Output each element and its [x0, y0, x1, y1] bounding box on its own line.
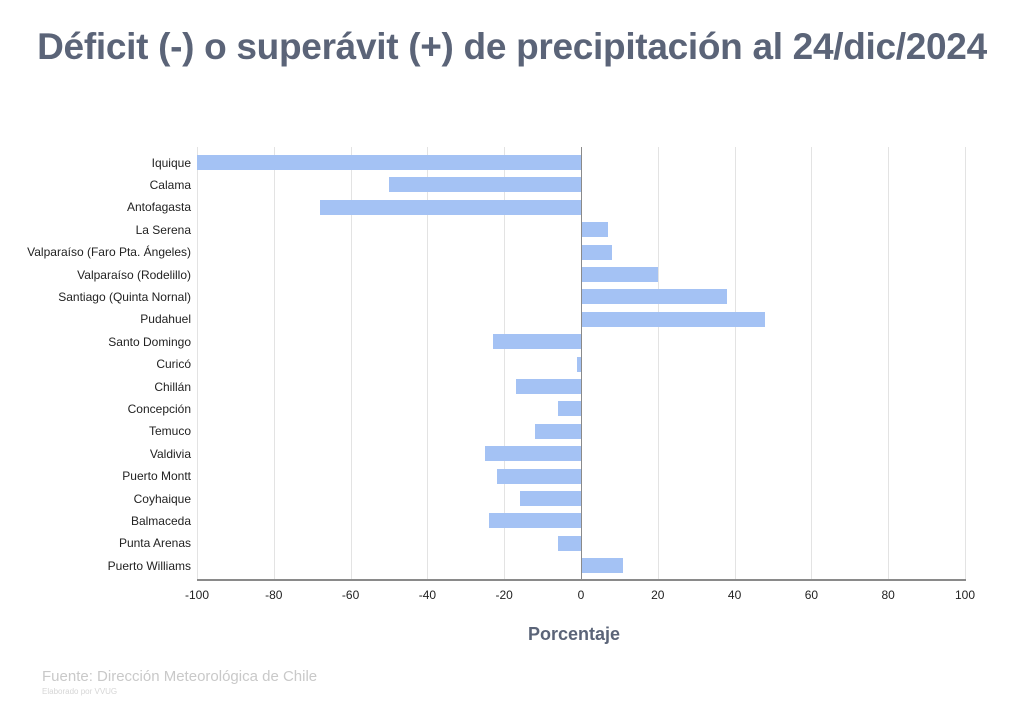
gridline — [811, 147, 813, 580]
x-axis-title: Porcentaje — [527, 624, 621, 644]
gridline — [504, 147, 506, 580]
bar — [557, 535, 581, 551]
x-tick-label: -100 — [184, 588, 210, 602]
bar — [581, 558, 624, 574]
category-label: Curicó — [156, 357, 191, 372]
category-label: Balmaceda — [130, 513, 191, 528]
x-tick-label: 100 — [954, 588, 976, 602]
bar — [485, 446, 581, 462]
bar — [515, 379, 581, 394]
bar — [319, 199, 581, 215]
category-label: Concepción — [127, 401, 191, 416]
category-label: Calama — [149, 177, 191, 192]
gridline — [197, 147, 198, 580]
category-label: Temuco — [148, 424, 191, 439]
gridline — [273, 147, 275, 580]
gridline — [427, 147, 429, 580]
category-label: Puerto Montt — [122, 469, 191, 484]
bar — [496, 468, 581, 484]
zero-line — [581, 147, 582, 580]
category-label: Santiago (Quinta Nornal) — [58, 289, 191, 304]
credit-note: Elaborado por VVUG — [42, 687, 118, 696]
x-tick-label: 40 — [727, 588, 742, 602]
gridline — [965, 147, 966, 580]
gridline — [734, 147, 736, 580]
bar — [197, 155, 581, 170]
category-label: Valparaíso (Rodelillo) — [77, 267, 191, 282]
category-label: Valparaíso (Faro Pta. Ángeles) — [27, 245, 191, 260]
category-label: Santo Domingo — [108, 334, 191, 349]
x-tick-label: -40 — [418, 588, 437, 602]
bar — [488, 513, 581, 529]
bar — [519, 491, 581, 506]
category-label: Punta Arenas — [118, 536, 191, 551]
category-label: Iquique — [151, 155, 191, 170]
bar — [581, 222, 608, 238]
gridline — [888, 147, 890, 580]
bar — [389, 177, 581, 193]
x-tick-label: -80 — [265, 588, 283, 602]
bar — [581, 267, 658, 282]
gridline — [350, 147, 352, 580]
x-tick-label: 60 — [804, 588, 819, 602]
x-tick-label: -20 — [495, 588, 513, 602]
bar — [577, 356, 581, 372]
gridline — [657, 147, 659, 580]
category-label: Valdivia — [149, 446, 191, 461]
bar — [557, 401, 581, 417]
category-label: Chillán — [154, 379, 191, 394]
bar — [492, 334, 581, 350]
chart-title: Déficit (-) o superávit (+) de precipita… — [37, 26, 987, 67]
category-label: Pudahuel — [140, 312, 191, 327]
x-tick-label: 20 — [651, 588, 665, 602]
source-note: Fuente: Dirección Meteorológica de Chile — [42, 668, 318, 685]
category-label: La Serena — [135, 222, 191, 237]
x-tick-label: -60 — [341, 588, 360, 602]
bar — [534, 423, 581, 439]
x-axis-line — [197, 579, 966, 581]
category-label: Antofagasta — [126, 200, 191, 215]
bar — [581, 311, 766, 327]
x-tick-label: 0 — [577, 588, 585, 602]
x-tick-label: 80 — [881, 588, 895, 602]
plot-area — [197, 147, 966, 580]
bar — [581, 289, 727, 305]
bar — [581, 244, 612, 260]
category-label: Coyhaique — [133, 491, 191, 506]
category-label: Puerto Williams — [107, 558, 191, 573]
